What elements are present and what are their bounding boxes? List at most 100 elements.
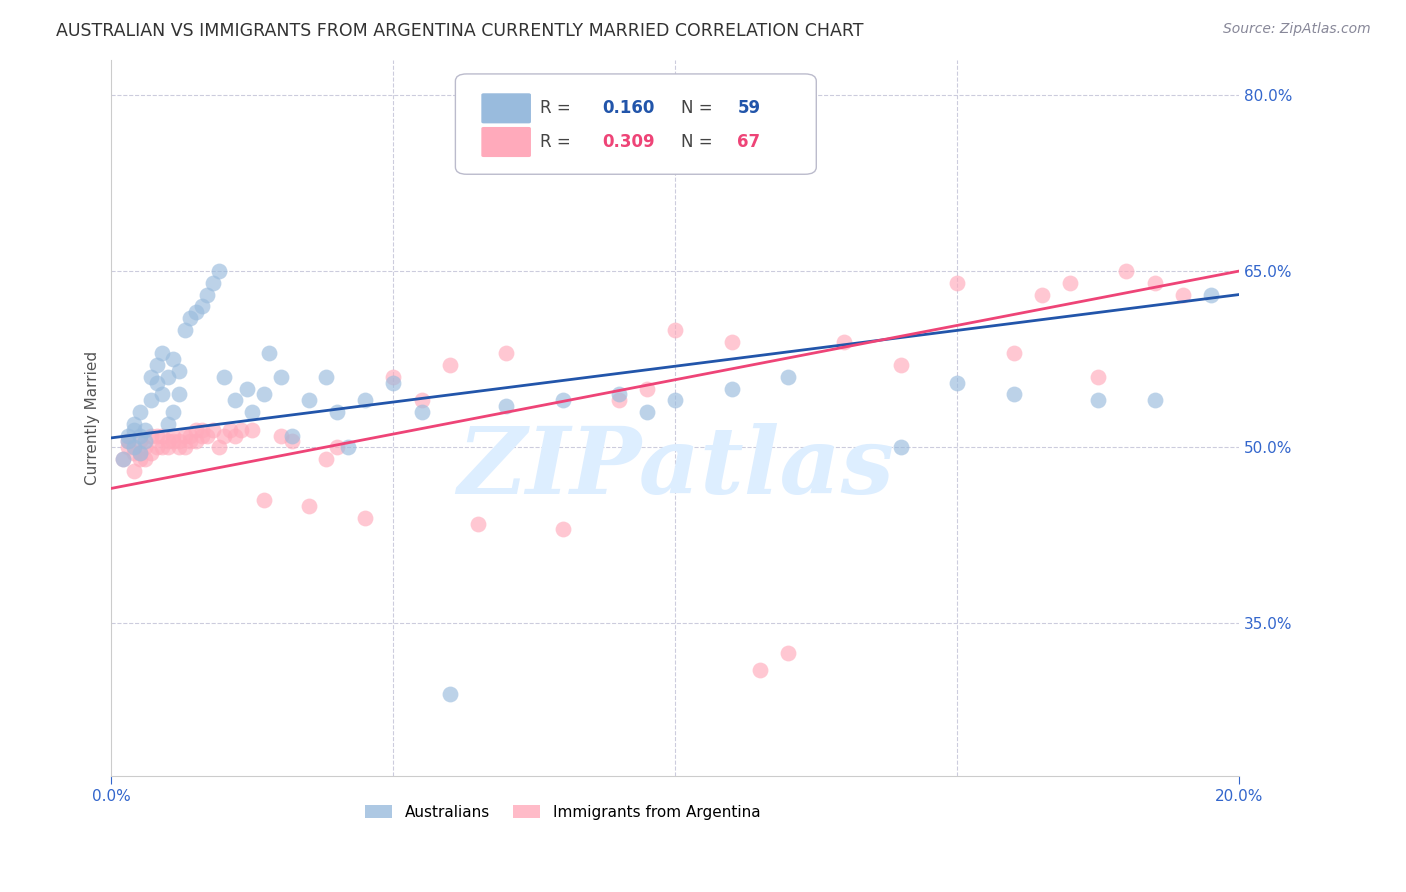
Point	[179, 428, 201, 442]
Point	[551, 523, 574, 537]
Point	[184, 434, 207, 449]
Point	[134, 434, 156, 449]
Point	[235, 382, 257, 396]
Point	[162, 428, 184, 442]
Point	[117, 440, 139, 454]
Text: 59: 59	[737, 99, 761, 118]
Point	[134, 440, 156, 454]
Text: 0.309: 0.309	[602, 133, 655, 151]
Point	[298, 393, 321, 408]
Point	[150, 428, 173, 442]
Point	[207, 264, 229, 278]
Point	[326, 440, 349, 454]
Point	[439, 358, 461, 372]
Point	[122, 440, 145, 454]
Point	[117, 434, 139, 449]
Point	[495, 346, 517, 360]
Point	[162, 352, 184, 367]
Point	[270, 369, 292, 384]
Point	[834, 334, 856, 349]
Point	[128, 452, 150, 467]
Point	[128, 446, 150, 460]
Point	[179, 434, 201, 449]
Point	[1087, 393, 1109, 408]
Point	[890, 440, 912, 454]
Point	[224, 428, 246, 442]
Point	[664, 323, 686, 337]
Point	[890, 358, 912, 372]
Point	[145, 358, 167, 372]
Point	[1031, 287, 1053, 301]
Point	[162, 434, 184, 449]
Point	[173, 428, 195, 442]
Point	[495, 399, 517, 413]
Point	[229, 423, 252, 437]
Point	[139, 446, 162, 460]
Point	[1087, 369, 1109, 384]
Point	[382, 369, 405, 384]
Point	[281, 428, 304, 442]
Point	[145, 428, 167, 442]
Point	[1199, 287, 1222, 301]
Point	[190, 428, 212, 442]
Y-axis label: Currently Married: Currently Married	[86, 351, 100, 485]
Point	[382, 376, 405, 390]
Point	[122, 464, 145, 478]
Point	[354, 510, 377, 524]
Point	[315, 369, 337, 384]
Point	[179, 311, 201, 326]
Point	[134, 452, 156, 467]
Point	[551, 393, 574, 408]
Point	[128, 428, 150, 442]
Point	[122, 423, 145, 437]
Point	[139, 393, 162, 408]
Point	[190, 423, 212, 437]
FancyBboxPatch shape	[456, 74, 817, 174]
Legend: Australians, Immigrants from Argentina: Australians, Immigrants from Argentina	[359, 798, 766, 826]
Point	[636, 382, 658, 396]
Point	[128, 446, 150, 460]
Point	[173, 440, 195, 454]
Point	[150, 387, 173, 401]
Point	[1002, 346, 1025, 360]
Point	[281, 434, 304, 449]
Point	[607, 387, 630, 401]
Point	[1059, 276, 1081, 290]
Point	[1115, 264, 1137, 278]
Point	[411, 405, 433, 419]
Point	[253, 493, 276, 508]
Point	[607, 393, 630, 408]
Point	[467, 516, 489, 531]
Point	[167, 434, 190, 449]
Point	[411, 393, 433, 408]
Point	[139, 369, 162, 384]
Text: N =: N =	[681, 99, 718, 118]
Point	[195, 428, 218, 442]
Point	[298, 499, 321, 513]
Point	[111, 452, 134, 467]
Point	[748, 664, 770, 678]
Point	[111, 452, 134, 467]
Point	[946, 276, 969, 290]
Point	[720, 382, 742, 396]
Point	[1143, 393, 1166, 408]
Point	[212, 428, 235, 442]
Point	[139, 428, 162, 442]
Text: R =: R =	[540, 133, 576, 151]
Point	[207, 440, 229, 454]
Point	[117, 434, 139, 449]
Point	[242, 405, 264, 419]
Text: AUSTRALIAN VS IMMIGRANTS FROM ARGENTINA CURRENTLY MARRIED CORRELATION CHART: AUSTRALIAN VS IMMIGRANTS FROM ARGENTINA …	[56, 22, 863, 40]
Point	[242, 423, 264, 437]
Point	[134, 423, 156, 437]
Point	[337, 440, 360, 454]
Point	[156, 417, 179, 431]
Point	[946, 376, 969, 390]
Point	[128, 405, 150, 419]
Point	[117, 428, 139, 442]
Point	[354, 393, 377, 408]
Point	[167, 387, 190, 401]
Point	[778, 646, 800, 660]
Point	[122, 417, 145, 431]
Point	[167, 364, 190, 378]
